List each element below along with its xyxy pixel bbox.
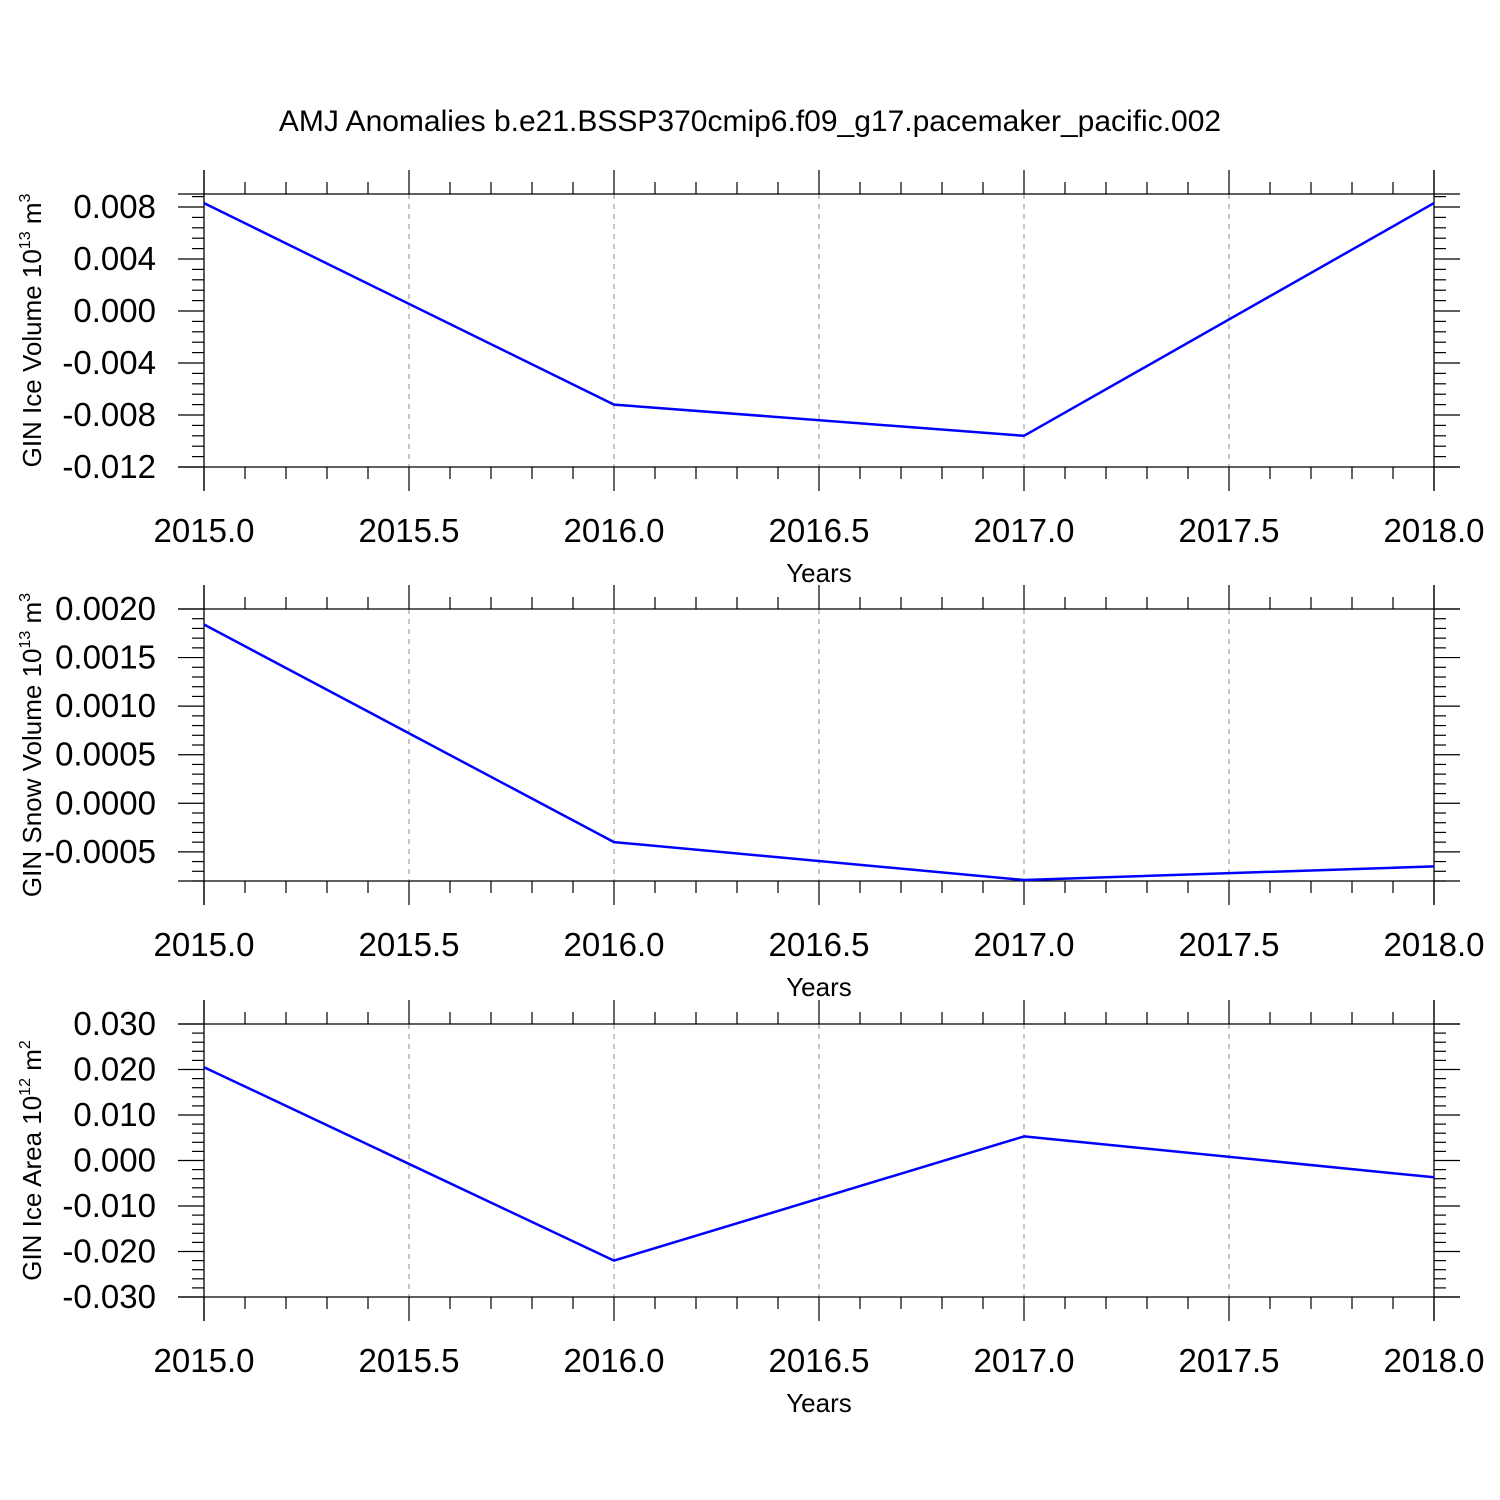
x-tick-label: 2018.0	[1384, 1342, 1485, 1379]
y-tick-label: -0.010	[62, 1187, 156, 1224]
y-tick-label: -0.012	[62, 448, 156, 485]
y-tick-label: -0.030	[62, 1278, 156, 1315]
x-tick-label: 2016.0	[564, 1342, 665, 1379]
x-axis-title: Years	[786, 558, 852, 588]
x-tick-label: 2017.5	[1179, 926, 1280, 963]
y-axis-title: GIN Snow Volume 1013 m3	[17, 593, 47, 897]
figure-title: AMJ Anomalies b.e21.BSSP370cmip6.f09_g17…	[279, 105, 1221, 138]
x-tick-label: 2015.0	[154, 926, 255, 963]
x-tick-label: 2017.0	[974, 1342, 1075, 1379]
y-tick-label: 0.010	[73, 1096, 156, 1133]
y-tick-label: -0.004	[62, 344, 156, 381]
x-tick-label: 2015.5	[359, 926, 460, 963]
x-tick-label: 2017.5	[1179, 1342, 1280, 1379]
x-tick-label: 2016.5	[769, 926, 870, 963]
y-tick-label: 0.000	[73, 1142, 156, 1179]
x-tick-label: 2017.5	[1179, 512, 1280, 549]
x-tick-label: 2016.0	[564, 512, 665, 549]
series-line	[203, 623, 1435, 882]
y-tick-label: 0.004	[73, 240, 156, 277]
y-tick-label: 0.008	[73, 188, 156, 225]
x-tick-label: 2017.0	[974, 926, 1075, 963]
y-tick-label: 0.0015	[55, 639, 156, 676]
x-tick-label: 2016.0	[564, 926, 665, 963]
y-tick-label: 0.0000	[55, 784, 156, 821]
y-tick-label: 0.030	[73, 1005, 156, 1042]
panel-1: 0.008 0.004 0.000 -0.004 -0.008 -0.012 2015.0 2…	[17, 170, 1484, 588]
series-line	[203, 201, 1435, 438]
y-tick-label: 0.0010	[55, 687, 156, 724]
y-tick-label: 0.0005	[55, 736, 156, 773]
series-line	[203, 1066, 1435, 1262]
y-tick-label: 0.000	[73, 292, 156, 329]
x-tick-label: 2018.0	[1384, 926, 1485, 963]
panel-3: 0.030 0.020 0.010 0.000 -0.010 -0.020 -0.030 20…	[17, 1000, 1484, 1418]
x-tick-label: 2015.0	[154, 1342, 255, 1379]
x-tick-label: 2016.5	[769, 512, 870, 549]
panel-2: 0.0020 0.0015 0.0010 0.0005 0.0000 -0.0005 201…	[17, 585, 1484, 1002]
y-tick-label: 0.0020	[55, 590, 156, 627]
x-tick-label: 2018.0	[1384, 512, 1485, 549]
y-axis-title: GIN Ice Area 1012 m2	[17, 1040, 47, 1281]
x-axis-title: Years	[786, 1388, 852, 1418]
panels: 0.008 0.004 0.000 -0.004 -0.008 -0.012 2015.0 2…	[17, 170, 1484, 1418]
x-tick-label: 2017.0	[974, 512, 1075, 549]
y-tick-label: -0.0005	[44, 833, 156, 870]
y-tick-label: -0.020	[62, 1233, 156, 1270]
x-tick-label: 2015.5	[359, 1342, 460, 1379]
x-tick-label: 2015.5	[359, 512, 460, 549]
x-tick-label: 2016.5	[769, 1342, 870, 1379]
y-tick-label: 0.020	[73, 1051, 156, 1088]
x-tick-label: 2015.0	[154, 512, 255, 549]
y-axis-title: GIN Ice Volume 1013 m3	[17, 193, 47, 467]
y-tick-label: -0.008	[62, 396, 156, 433]
x-axis-title: Years	[786, 972, 852, 1002]
